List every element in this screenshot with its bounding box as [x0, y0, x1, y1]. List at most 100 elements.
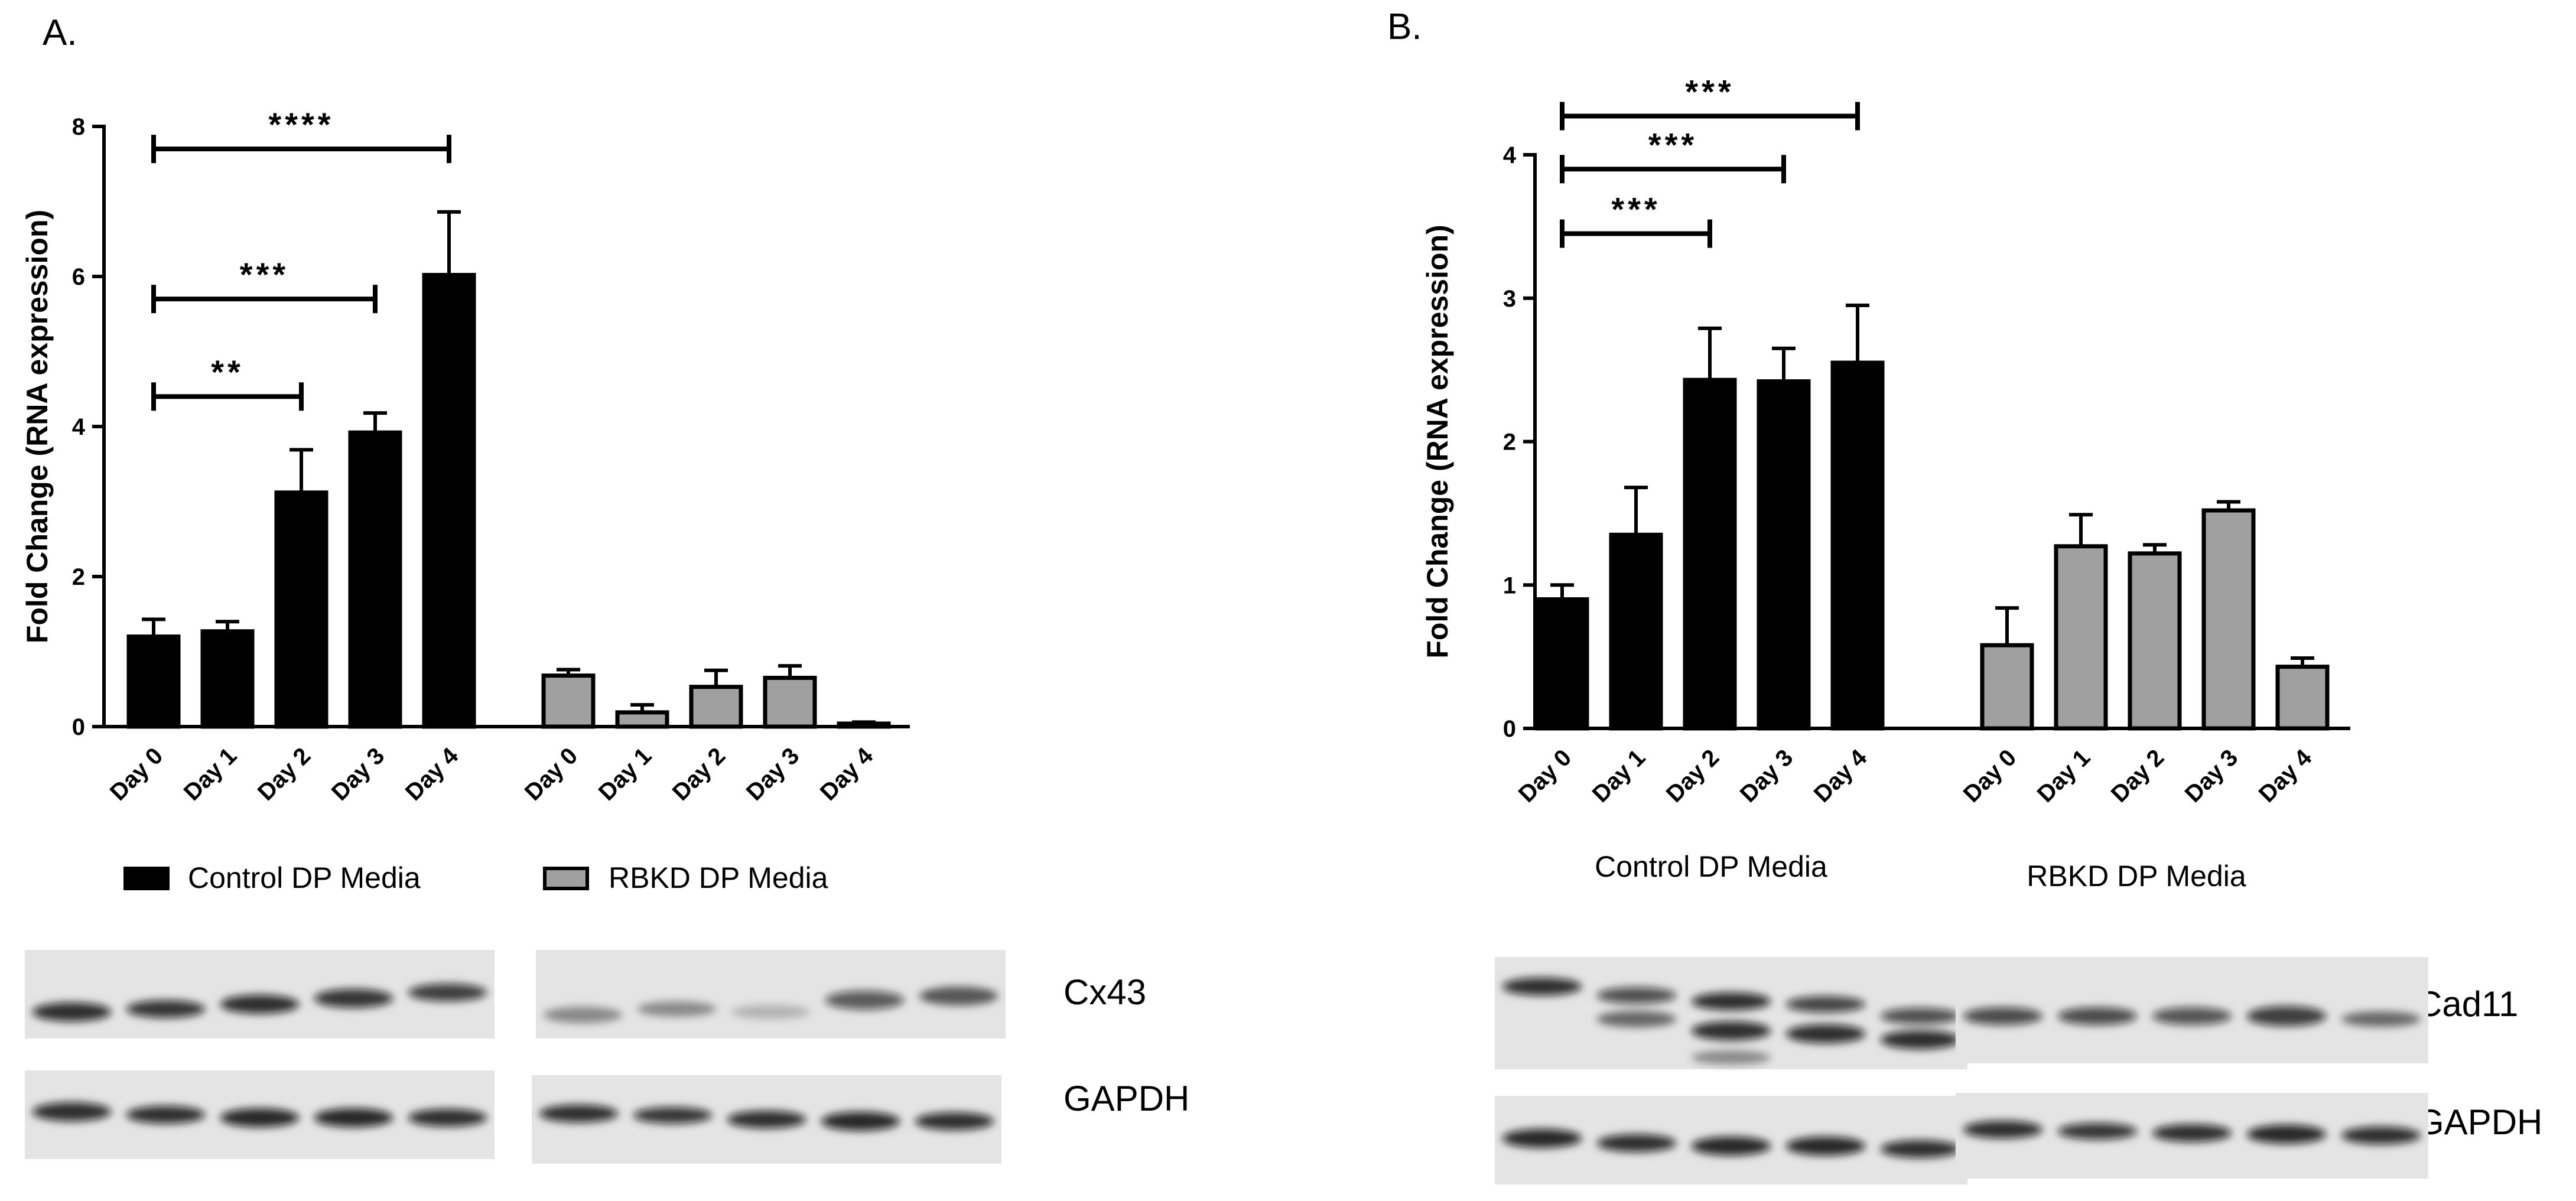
legend-label-control: Control DP Media: [188, 861, 421, 894]
significance-label: ****: [268, 106, 334, 143]
blot-band: [2246, 1125, 2327, 1144]
bar: [1683, 377, 1737, 731]
bar: [422, 272, 476, 729]
blot-band: [633, 1107, 713, 1124]
y-tick-label: 8: [72, 114, 85, 140]
blot-band: [1880, 1008, 1960, 1024]
x-tick-label: Day 3: [741, 743, 805, 806]
bar: [1980, 643, 2034, 731]
blot-band: [2057, 1123, 2138, 1140]
blot-band: [1963, 1007, 2043, 1025]
x-tick-label: Day 3: [327, 743, 390, 806]
blot-cx43-control: [25, 950, 495, 1039]
bar: [689, 685, 743, 729]
blot-gapdh-control-a: [25, 1070, 495, 1159]
x-tick-label: Day 2: [2106, 744, 2170, 808]
blot-band: [1691, 1050, 1771, 1065]
blot-band: [220, 995, 300, 1014]
blot-band: [314, 989, 393, 1008]
blot-band: [919, 987, 998, 1005]
blot-band: [2246, 1006, 2327, 1026]
legend-swatch-control: [123, 867, 170, 890]
blot-band: [821, 1112, 900, 1131]
blot-band: [2152, 1124, 2232, 1142]
blot-label-cx43: Cx43: [1063, 972, 1146, 1012]
blot-band: [731, 1005, 811, 1019]
bar: [2128, 551, 2182, 731]
blot-cx43-rbkd: [536, 950, 1006, 1039]
x-tick-label: Day 4: [815, 743, 879, 806]
bar: [274, 490, 328, 729]
x-tick-label: Day 1: [179, 743, 242, 806]
x-tick-label: Day 4: [2254, 744, 2317, 808]
y-tick-label: 0: [1503, 716, 1516, 742]
legend-label-rbkd: RBKD DP Media: [609, 861, 828, 894]
blot-band: [32, 1102, 112, 1121]
y-tick-label: 2: [72, 564, 85, 590]
blot-band: [408, 984, 487, 1001]
group-label-rbkd: RBKD DP Media: [2027, 860, 2246, 893]
significance-label: **: [211, 353, 244, 390]
y-tick-label: 0: [72, 714, 85, 740]
blot-label-gapdh-a: GAPDH: [1063, 1079, 1189, 1118]
bar: [763, 675, 817, 729]
bar: [1609, 532, 1663, 731]
y-tick-label: 4: [1503, 142, 1517, 168]
x-tick-label: Day 0: [1514, 744, 1577, 808]
y-tick-label: 3: [1503, 286, 1516, 312]
bar: [2275, 665, 2330, 731]
panel-b-label: B.: [1387, 6, 1422, 47]
bar: [615, 710, 669, 729]
significance-label: ***: [240, 256, 289, 293]
bar: [348, 430, 402, 729]
blot-cad11-control: [1495, 957, 1967, 1069]
blot-gapdh-rbkd-b: [1956, 1093, 2428, 1179]
blot-band: [32, 1003, 112, 1021]
blot-band: [220, 1108, 300, 1127]
blot-band: [1963, 1121, 2043, 1138]
blot-band: [1596, 1011, 1677, 1027]
panel-a-label: A.: [43, 12, 77, 53]
blot-gapdh-rbkd-a: [532, 1075, 1001, 1164]
western-blots: [25, 950, 2428, 1184]
y-tick-label: 1: [1503, 572, 1516, 598]
x-tick-label: Day 2: [253, 743, 316, 806]
y-axis-label: Fold Change (RNA expression): [1421, 224, 1454, 658]
bar: [1757, 379, 1811, 731]
bar: [126, 634, 181, 729]
significance-label: ***: [1685, 73, 1734, 110]
blot-band: [1502, 1129, 1582, 1148]
x-tick-label: Day 4: [401, 743, 464, 806]
bar: [837, 721, 891, 729]
x-tick-label: Day 0: [105, 743, 168, 806]
y-tick-label: 4: [72, 414, 86, 440]
blot-band: [2341, 1011, 2421, 1027]
blot-band: [727, 1111, 806, 1128]
bar: [2054, 544, 2108, 731]
significance-label: ***: [1611, 191, 1660, 228]
group-label-control: Control DP Media: [1595, 850, 1827, 883]
blot-band: [126, 1106, 206, 1124]
x-tick-label: Day 3: [2180, 744, 2243, 808]
blot-band: [408, 1109, 487, 1127]
x-tick-label: Day 1: [2032, 744, 2096, 808]
y-tick-label: 2: [1503, 429, 1516, 455]
blot-band: [539, 1105, 619, 1122]
x-tick-label: Day 4: [1809, 744, 1872, 808]
x-tick-label: Day 2: [1661, 744, 1725, 808]
blot-band: [1785, 996, 1866, 1013]
blot-band: [825, 991, 905, 1010]
x-tick-label: Day 0: [520, 743, 583, 806]
blot-band: [2057, 1007, 2138, 1025]
blot-band: [2341, 1127, 2421, 1144]
x-tick-label: Day 0: [1959, 744, 2022, 808]
legend-swatch-rbkd: [543, 867, 589, 890]
x-tick-label: Day 1: [594, 743, 657, 806]
blot-band: [2152, 1007, 2232, 1025]
bar: [541, 673, 596, 729]
blot-label-gapdh-b: GAPDH: [2416, 1102, 2542, 1142]
y-tick-label: 6: [72, 264, 85, 290]
